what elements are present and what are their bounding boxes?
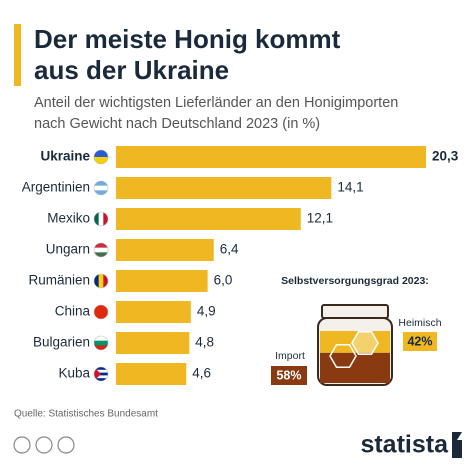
value-label: 4,6 — [192, 366, 211, 381]
flag-icon — [94, 181, 108, 195]
jar-segment — [320, 331, 390, 353]
bar — [116, 239, 214, 261]
flag-stripe — [94, 243, 108, 248]
flag-icon — [94, 243, 108, 257]
chart-title: Der meiste Honig kommt — [34, 24, 341, 54]
category-label: Ungarn — [46, 242, 90, 257]
flag-stripe — [94, 274, 99, 288]
category-label: Ukraine — [40, 149, 90, 164]
flag-stripe — [103, 212, 108, 226]
jar-lid — [321, 304, 389, 319]
value-label: 4,8 — [195, 335, 214, 350]
flag-stripe — [94, 340, 108, 346]
source: Quelle: Statistisches Bundesamt — [14, 409, 158, 420]
bar — [116, 146, 426, 168]
license-icons — [13, 436, 75, 454]
bar — [116, 301, 191, 323]
value-label: 42% — [407, 334, 432, 348]
flag-stripe — [94, 185, 108, 191]
flag-stripe — [98, 212, 104, 226]
flag-stripe — [94, 345, 108, 350]
flag-border — [93, 273, 109, 289]
category-label: Bulgarien — [33, 335, 90, 350]
flag-stripe — [94, 367, 101, 381]
segment-box — [271, 366, 307, 385]
bar — [116, 332, 190, 354]
chart-title: aus der Ukraine — [34, 55, 229, 85]
value-label: 58% — [276, 368, 301, 382]
subtitle: Anteil der wichtigsten Lieferländer an d… — [34, 95, 398, 111]
flag-border — [93, 335, 109, 351]
flag-stripe — [94, 157, 108, 164]
category-label: Rumänien — [28, 273, 90, 288]
value-label: 12,1 — [307, 211, 333, 226]
flag-stripe — [94, 375, 108, 379]
segment-name: Heimisch — [398, 317, 441, 329]
bar — [116, 270, 208, 292]
category-label: Argentinien — [22, 180, 90, 195]
flag-border — [93, 366, 109, 382]
flag-border — [93, 304, 109, 320]
flag-stripe — [98, 274, 104, 288]
category-label: China — [55, 304, 91, 319]
brand-logo: statista — [360, 431, 449, 459]
flag-icon — [94, 212, 108, 226]
flag-stripe — [94, 247, 108, 253]
value-label: 20,3 — [432, 149, 459, 164]
honeycomb — [351, 330, 379, 356]
flag-stripe — [94, 212, 99, 226]
flag-icon — [94, 367, 108, 381]
flag-icon — [94, 150, 108, 164]
flag-stripe — [94, 367, 108, 371]
honeycomb — [329, 343, 357, 369]
flag-stripe — [94, 336, 108, 341]
segment-name: Import — [275, 350, 305, 362]
flag-border — [93, 211, 109, 227]
value-label: 14,1 — [337, 180, 363, 195]
flag-border — [93, 149, 109, 165]
flag-border — [93, 242, 109, 258]
bar — [116, 363, 187, 385]
accent-bar — [14, 24, 21, 86]
brand-icon — [452, 432, 462, 458]
value-label: 6,4 — [220, 242, 239, 257]
flag-border — [93, 180, 109, 196]
flag-icon — [94, 305, 108, 319]
flag-stripe — [94, 252, 108, 257]
flag-icon — [94, 274, 108, 288]
category-label: Kuba — [58, 366, 90, 381]
flag-icon — [94, 336, 108, 350]
flag-stripe — [94, 369, 108, 373]
flag-stripe — [94, 150, 108, 158]
flag-stripe — [94, 181, 108, 186]
bar — [116, 208, 301, 230]
subtitle: nach Gewicht nach Deutschland 2023 (in %… — [34, 116, 320, 132]
inset-title: Selbstversorgungsgrad 2023: — [281, 275, 429, 287]
flag-stripe — [94, 372, 108, 376]
value-label: 4,9 — [197, 304, 216, 319]
flag-stripe — [94, 378, 108, 381]
bar — [116, 177, 332, 199]
value-label: 6,0 — [214, 273, 233, 288]
flag-stripe — [94, 190, 108, 195]
segment-box — [403, 332, 437, 351]
flag-stripe — [103, 274, 108, 288]
category-label: Mexiko — [47, 211, 90, 226]
flag-stripe — [94, 305, 108, 319]
